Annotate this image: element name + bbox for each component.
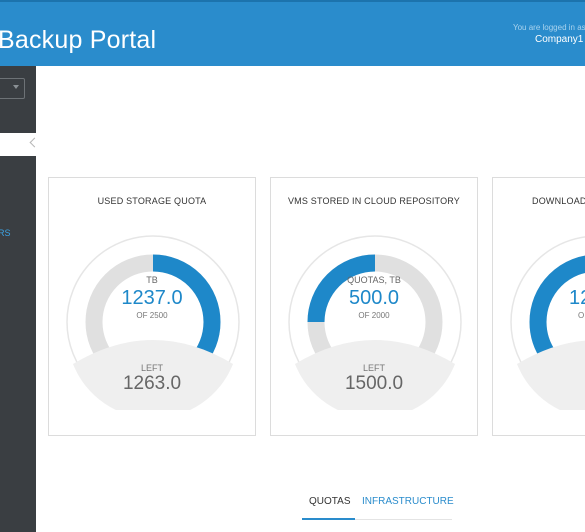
gauge-value: 12 (569, 287, 585, 309)
card-title: USED STORAGE QUOTA (97, 196, 207, 206)
gauge-left-label: LEFT (362, 363, 385, 373)
gauge-value: 1237.0 (121, 287, 183, 309)
card-vms-stored: VMS STORED IN CLOUD REPOSITORY QUOTAS, T… (270, 177, 478, 436)
gauge-vms-stored (288, 235, 462, 410)
sidebar-search-field[interactable] (0, 133, 36, 156)
gauge-bottom-panel (295, 340, 455, 410)
tab-infrastructure[interactable]: INFRASTRUCTURE (362, 496, 454, 507)
top-bar: Backup Portal You are logged in as Compa… (0, 0, 585, 66)
gauge-value: 500.0 (348, 287, 400, 309)
card-title: VMS STORED IN CLOUD REPOSITORY (287, 196, 461, 206)
login-status-text: You are logged in as (513, 23, 585, 32)
app-title: Backup Portal (0, 26, 157, 54)
card-used-storage-quota: USED STORAGE QUOTA TB 1237.0 OF 2500 LEF… (48, 177, 256, 436)
card-download: DOWNLOAD 12 O (492, 177, 585, 436)
tenant-select[interactable] (0, 78, 25, 99)
active-tab-indicator (302, 518, 355, 520)
gauge-total: OF 2500 (136, 311, 168, 320)
gauge-left-value: 1500.0 (344, 373, 404, 394)
gauge-left-label: LEFT (140, 363, 163, 373)
sidebar-item-active[interactable]: RS (0, 228, 11, 238)
gauge-total: OF 2000 (358, 311, 390, 320)
sidebar: RS (0, 66, 36, 532)
tab-divider (355, 519, 452, 520)
gauge-download (510, 236, 585, 410)
gauge-fill (307, 254, 443, 390)
gauge-unit: QUOTAS, TB (347, 275, 401, 285)
gauge-bottom-panel (73, 340, 233, 410)
gauge-total: O (578, 311, 585, 320)
gauge-unit: TB (146, 275, 158, 285)
company-name[interactable]: Company1 (535, 34, 584, 45)
chevron-down-icon (13, 85, 19, 89)
gauge-used-storage (66, 235, 240, 410)
card-title: DOWNLOAD (532, 196, 585, 206)
gauge-fill (85, 254, 221, 390)
gauge-bottom-panel (517, 340, 585, 410)
tab-quotas[interactable]: QUOTAS (309, 496, 351, 507)
gauge-left-value: 1263.0 (122, 373, 182, 394)
gauge-fill (529, 254, 585, 390)
